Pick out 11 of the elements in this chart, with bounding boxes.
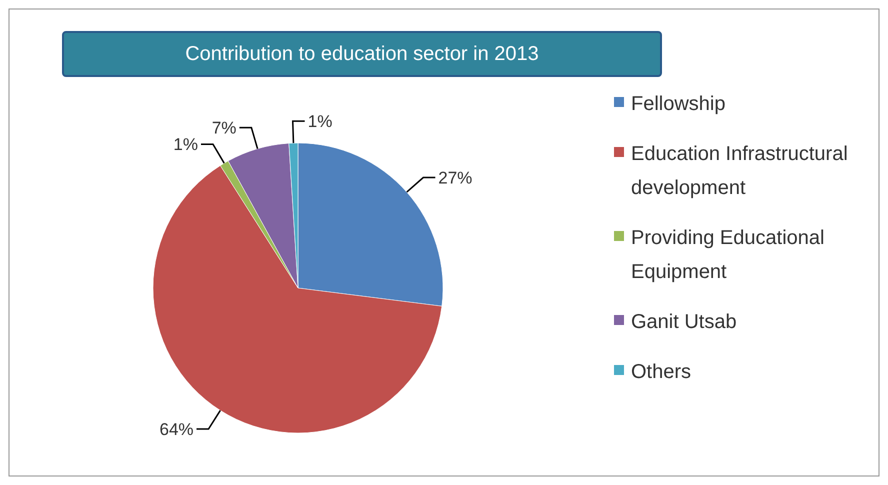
data-label: 1% — [308, 112, 332, 132]
legend-label: Providing Educational Equipment — [631, 227, 824, 283]
legend-label: Ganit Utsab — [631, 311, 737, 333]
data-label: 7% — [212, 118, 236, 138]
legend-label: Fellowship — [631, 93, 726, 115]
data-label: 1% — [173, 135, 198, 154]
data-label: 64% — [159, 420, 194, 439]
legend-label: Others — [631, 361, 692, 383]
chart-title: Contribution to education sector in 2013 — [185, 43, 539, 65]
legend-label: Education Infrastructural development — [631, 143, 848, 199]
data-label: 27% — [438, 168, 472, 188]
